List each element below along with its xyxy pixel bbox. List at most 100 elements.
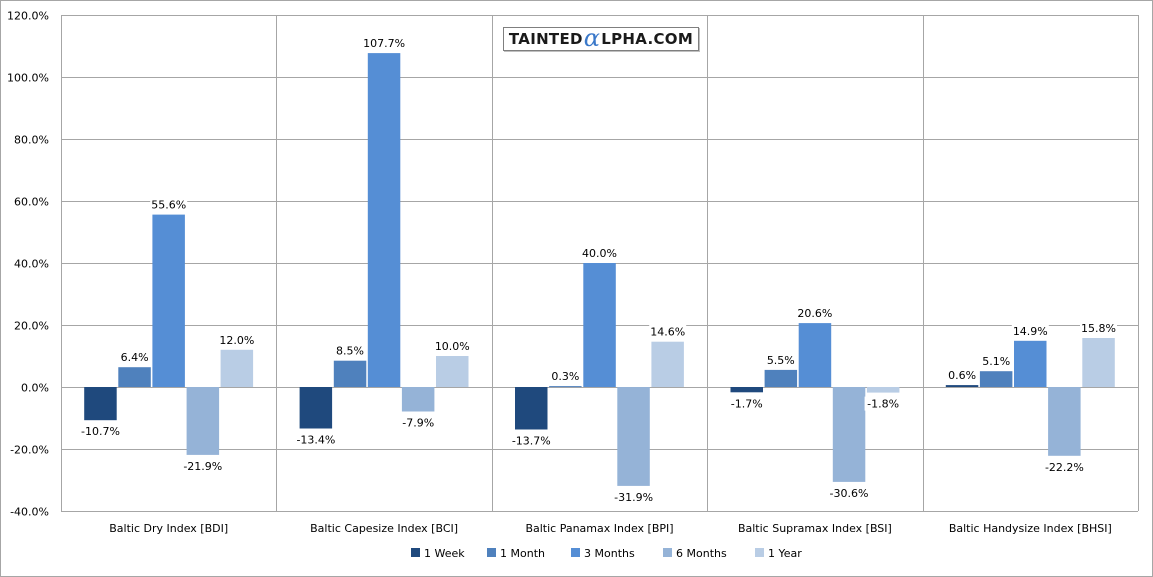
data-label-bg <box>1042 459 1087 474</box>
legend-swatch <box>663 548 672 557</box>
data-label: 5.5% <box>767 354 795 367</box>
data-label: 0.6% <box>948 369 976 382</box>
data-label-bg <box>649 324 687 339</box>
bar <box>152 214 185 387</box>
legend-label: 1 Week <box>424 547 465 560</box>
bar <box>1048 387 1081 456</box>
data-label-bg <box>611 489 656 504</box>
tainted-alpha-logo: TAINTED α LPHA.COM <box>503 26 699 51</box>
legend-swatch <box>571 548 580 557</box>
data-label: 12.0% <box>219 334 254 347</box>
data-label-bg <box>1011 323 1049 338</box>
bar <box>764 369 798 387</box>
data-label-bg <box>433 339 471 353</box>
bar <box>979 371 1013 387</box>
logo-prefix: TAINTED <box>508 30 583 48</box>
bar <box>333 360 367 387</box>
data-label: -10.7% <box>81 425 120 438</box>
category-label: Baltic Supramax Index [BSI] <box>738 522 892 535</box>
data-label: 5.1% <box>982 355 1010 368</box>
legend-label: 6 Months <box>676 547 727 560</box>
data-label: 20.6% <box>797 307 832 320</box>
data-label: 10.0% <box>435 340 470 353</box>
y-tick-label: -20.0% <box>10 444 49 457</box>
data-label-bg <box>827 485 871 500</box>
logo-suffix: LPHA.COM <box>601 30 694 48</box>
bar <box>651 341 684 387</box>
data-label-bg <box>399 415 437 430</box>
bar <box>186 387 220 455</box>
legend-label: 1 Month <box>500 547 545 560</box>
data-label-bg <box>728 396 766 411</box>
bar <box>798 323 832 387</box>
y-tick-label: 60.0% <box>14 196 49 209</box>
data-label-bg <box>78 424 123 439</box>
data-label: 107.7% <box>363 37 405 50</box>
data-label: 0.3% <box>551 370 579 383</box>
category-label: Baltic Panamax Index [BPI] <box>525 522 673 535</box>
bar <box>549 386 582 388</box>
data-label-bg <box>981 354 1012 369</box>
bar <box>84 387 117 421</box>
data-label-bg <box>946 368 978 383</box>
data-label: 14.9% <box>1013 325 1048 338</box>
data-label: -13.7% <box>512 435 551 448</box>
data-label: 6.4% <box>121 351 149 364</box>
bar <box>367 53 401 387</box>
bar <box>1082 338 1115 387</box>
data-label: 8.5% <box>336 345 364 358</box>
legend-swatch <box>411 548 420 557</box>
y-tick-label: 0.0% <box>21 382 49 395</box>
bar <box>583 263 616 387</box>
data-label: 14.6% <box>650 326 685 339</box>
category-label: Baltic Capesize Index [BCI] <box>310 522 458 535</box>
y-tick-label: 120.0% <box>7 10 49 23</box>
data-label-bg <box>864 396 902 411</box>
bar <box>299 387 333 429</box>
data-label: -7.9% <box>402 417 434 430</box>
data-label-bg <box>119 350 150 365</box>
bar <box>436 356 469 387</box>
y-tick-label: 40.0% <box>14 258 49 271</box>
data-label: -1.8% <box>867 398 899 411</box>
y-tick-label: 100.0% <box>7 72 49 85</box>
legend-swatch <box>755 548 764 557</box>
y-tick-label: -40.0% <box>10 506 49 519</box>
data-label-bg <box>796 306 834 321</box>
y-tick-label: 20.0% <box>14 320 49 333</box>
bar <box>866 387 900 393</box>
category-label: Baltic Handysize Index [BHSI] <box>949 522 1112 535</box>
bar <box>945 385 979 387</box>
data-label-bg <box>150 197 188 212</box>
data-label: -21.9% <box>183 460 222 473</box>
data-label-bg <box>581 246 618 260</box>
data-label: 15.8% <box>1081 322 1116 335</box>
bar <box>730 387 763 393</box>
data-label-bg <box>181 458 225 473</box>
data-label-bg <box>550 369 581 384</box>
legend-label: 1 Year <box>768 547 802 560</box>
bar <box>1014 340 1047 387</box>
bar <box>220 349 254 387</box>
data-label-bg <box>294 432 338 447</box>
bar <box>118 367 151 387</box>
data-label-bg <box>509 433 554 448</box>
data-label: 55.6% <box>151 199 186 212</box>
category-label: Baltic Dry Index [BDI] <box>109 522 228 535</box>
bar <box>832 387 866 482</box>
legend-swatch <box>487 548 496 557</box>
data-label-bg <box>334 343 366 358</box>
data-label: 40.0% <box>582 247 617 260</box>
data-label: -22.2% <box>1045 461 1084 474</box>
data-label: -13.4% <box>296 434 335 447</box>
bar <box>515 387 548 430</box>
data-label-bg <box>218 332 256 347</box>
data-label-bg <box>1080 321 1117 335</box>
data-label: -31.9% <box>614 491 653 504</box>
data-label: -1.7% <box>731 397 763 410</box>
data-label-bg <box>362 36 406 51</box>
y-tick-label: 80.0% <box>14 134 49 147</box>
data-label: -30.6% <box>830 487 869 500</box>
